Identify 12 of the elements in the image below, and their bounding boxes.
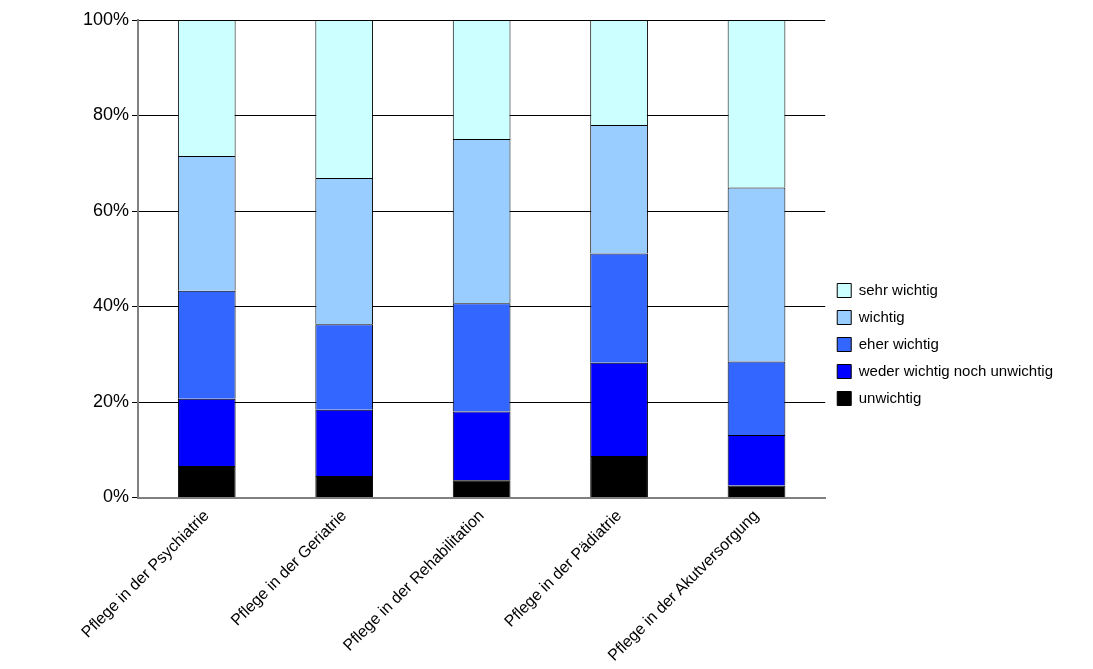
legend-label: sehr wichtig (858, 280, 938, 298)
y-tick-label: 60% (93, 199, 130, 220)
y-tick-label: 20% (93, 390, 130, 411)
y-tick-label: 40% (93, 295, 130, 316)
bar (590, 455, 648, 498)
legend-label: wichtig (857, 307, 905, 325)
legend-label: weder wichtig noch unwichtig (857, 361, 1054, 379)
y-tick-label: 100% (82, 8, 130, 29)
y-tick-label: 80% (93, 104, 130, 125)
y-tick-label: 0% (103, 486, 130, 507)
legend-label: eher wichtig (858, 334, 939, 352)
legend-label: unwichtig (858, 388, 922, 406)
